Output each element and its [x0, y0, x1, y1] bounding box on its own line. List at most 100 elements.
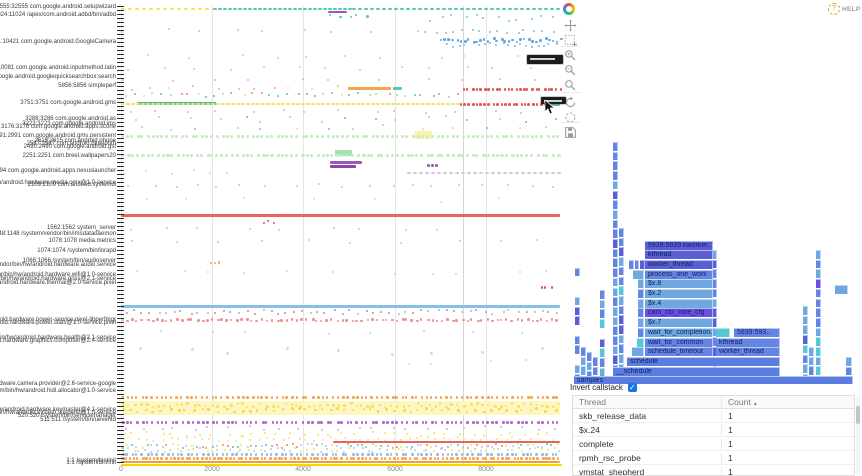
flame-frame[interactable] [713, 269, 717, 279]
flame-frame[interactable] [816, 288, 821, 298]
flame-frame[interactable] [613, 151, 618, 161]
flame-frame[interactable]: $x.2 [645, 289, 713, 298]
flame-frame[interactable]: $x.7 [645, 318, 713, 328]
flame-frame[interactable]: __schedule [613, 366, 780, 376]
flame-frame[interactable] [613, 161, 618, 171]
flame-frame[interactable] [619, 237, 624, 247]
flame-frame[interactable] [803, 335, 808, 344]
flame-frame[interactable] [713, 288, 717, 298]
flame-frame[interactable]: worker_thread [645, 259, 713, 269]
flame-frame[interactable] [575, 335, 580, 345]
flame-frame[interactable] [613, 277, 618, 287]
flame-frame[interactable] [613, 326, 618, 335]
flame-frame[interactable] [637, 337, 644, 347]
flame-frame[interactable]: cam_cci_core_cfg [645, 308, 713, 318]
flame-frame[interactable] [713, 259, 717, 269]
flame-frame[interactable] [816, 279, 821, 288]
flame-frame[interactable] [803, 315, 808, 325]
flame-frame[interactable] [613, 306, 618, 316]
flame-frame[interactable] [633, 269, 644, 279]
flame-frame[interactable] [716, 327, 730, 337]
flame-frame[interactable]: kthread [716, 337, 780, 347]
flame-frame[interactable] [816, 269, 821, 279]
flame-frame[interactable] [803, 344, 808, 354]
flame-frame[interactable] [713, 317, 717, 327]
flame-frame[interactable]: schedule_timeout [645, 347, 713, 357]
flame-frame[interactable] [619, 344, 624, 354]
zoom-in-icon[interactable] [563, 48, 578, 63]
pan-tool-icon[interactable] [563, 18, 578, 33]
flame-frame[interactable] [629, 259, 634, 269]
flame-frame[interactable] [816, 366, 821, 376]
flame-frame[interactable] [809, 347, 814, 356]
flame-frame[interactable]: schedule [627, 356, 780, 366]
flame-frame[interactable] [593, 366, 598, 376]
flame-frame[interactable] [613, 209, 618, 219]
flame-frame[interactable] [575, 296, 580, 306]
flame-frame[interactable] [638, 318, 644, 328]
flame-frame[interactable] [613, 219, 618, 229]
flame-frame[interactable]: process_one_work [645, 269, 713, 279]
flame-frame[interactable] [619, 257, 624, 266]
flame-frame[interactable] [803, 354, 808, 364]
flame-frame[interactable] [640, 259, 645, 269]
plot-logo-icon[interactable] [563, 3, 575, 15]
flame-frame[interactable] [575, 306, 580, 316]
flame-frame[interactable] [619, 266, 624, 276]
flame-graph[interactable]: 5939:5939 kworker.. kthread worker_thread p… [565, 138, 862, 385]
flame-frame[interactable] [613, 345, 618, 355]
flame-frame[interactable] [613, 297, 618, 306]
flame-frame[interactable] [619, 325, 624, 334]
flame-frame[interactable] [619, 247, 624, 257]
flame-frame[interactable] [613, 142, 618, 151]
flame-frame[interactable] [638, 298, 644, 308]
flame-frame[interactable] [809, 356, 814, 366]
flame-frame[interactable] [587, 361, 592, 371]
column-header-count[interactable]: Count ▴ [728, 397, 757, 407]
flame-frame[interactable]: wait_for_common [645, 337, 713, 347]
flame-frame[interactable] [638, 289, 644, 298]
flame-frame[interactable] [581, 366, 586, 376]
flame-frame[interactable] [713, 250, 717, 259]
flame-frame[interactable] [816, 298, 821, 308]
flame-frame[interactable] [809, 366, 814, 376]
flame-frame[interactable] [846, 357, 852, 366]
flame-frame[interactable] [816, 259, 821, 269]
flame-frame[interactable] [613, 316, 618, 326]
column-header-thread[interactable]: Thread [573, 397, 722, 407]
flame-frame[interactable] [619, 354, 624, 363]
flame-frame[interactable] [575, 364, 580, 374]
flame-frame[interactable] [619, 315, 624, 324]
flame-frame[interactable] [638, 279, 644, 289]
flame-frame[interactable] [816, 347, 821, 356]
flame-frame[interactable] [846, 366, 852, 376]
reset-icon[interactable] [563, 95, 578, 110]
flame-frame[interactable] [581, 356, 586, 366]
flame-frame[interactable] [634, 259, 639, 269]
flame-frame[interactable] [713, 298, 717, 308]
help-link[interactable]: ? HELP [828, 3, 861, 15]
flame-frame[interactable] [816, 327, 821, 337]
flame-frame[interactable] [593, 357, 598, 366]
flame-frame[interactable]: $x.8 [645, 279, 713, 289]
flame-frame[interactable] [600, 309, 605, 319]
invert-callstack-checkbox[interactable]: ✓ [627, 383, 637, 392]
flame-frame[interactable] [619, 276, 624, 286]
flame-frame[interactable] [613, 355, 618, 365]
flame-frame[interactable]: 5939:5939 kworker.. [645, 240, 713, 250]
flame-frame[interactable] [587, 352, 592, 361]
flame-frame[interactable] [619, 286, 624, 295]
flame-frame[interactable] [619, 295, 624, 305]
table-row[interactable]: complete 1 [573, 437, 854, 451]
flame-frame[interactable] [600, 367, 605, 377]
flame-frame[interactable] [803, 325, 808, 335]
timeline-plot[interactable]: 0 2000 4000 6000 8000 [0, 0, 566, 476]
flame-frame[interactable] [613, 258, 618, 268]
save-icon[interactable] [563, 125, 578, 140]
flame-frame[interactable] [587, 371, 592, 381]
flame-frame[interactable] [619, 334, 624, 344]
flame-frame[interactable] [803, 306, 808, 315]
table-scroll-thumb[interactable] [856, 406, 860, 424]
flame-frame[interactable] [619, 228, 624, 237]
flame-frame[interactable] [638, 327, 644, 337]
